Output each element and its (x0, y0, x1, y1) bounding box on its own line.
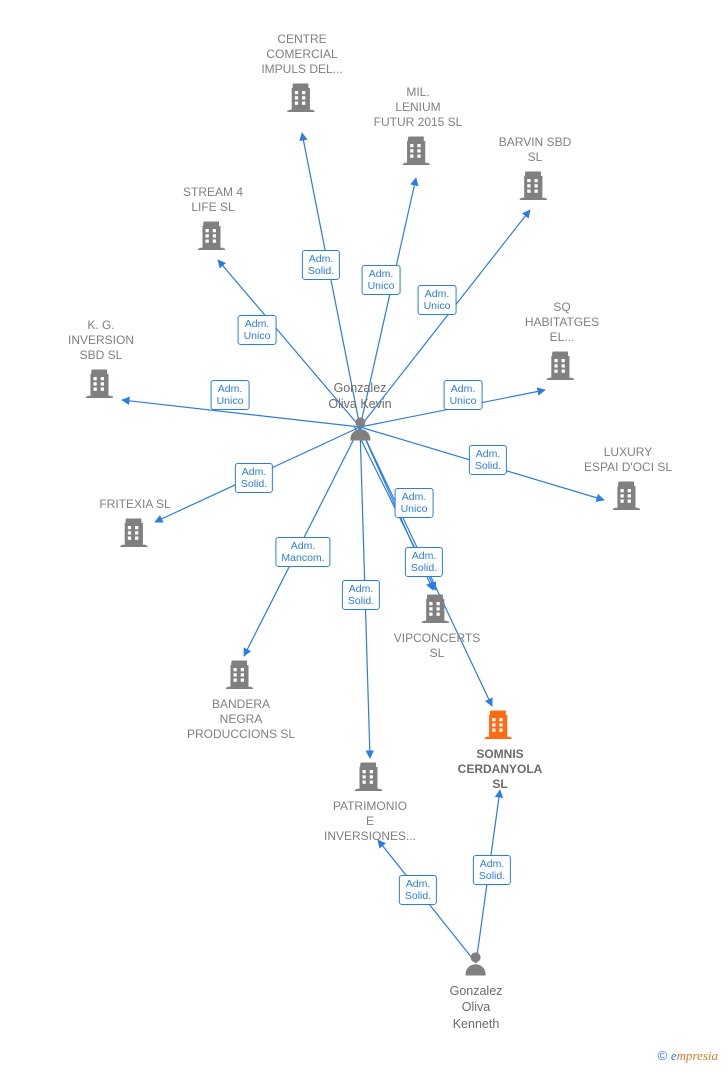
node-label: STREAM 4 LIFE SL (183, 185, 243, 215)
company-node-fritexia[interactable]: FRITEXIA SL (99, 497, 170, 555)
node-label: CENTRE COMERCIAL IMPULS DEL... (261, 32, 342, 77)
node-label: VIPCONCERTS SL (394, 631, 480, 661)
edge-label: Adm. Unico (362, 265, 401, 295)
building-icon (517, 167, 553, 203)
edge-label: Adm. Solid. (235, 463, 273, 493)
edge-label: Adm. Solid. (405, 547, 443, 577)
edge-line (360, 427, 492, 706)
edge-label: Adm. Unico (418, 285, 457, 315)
edge-line (378, 840, 476, 963)
node-label: LUXURY ESPAI D'OCI SL (584, 445, 672, 475)
company-node-mil[interactable]: MIL. LENIUM FUTUR 2015 SL (374, 85, 463, 173)
building-icon (117, 514, 153, 550)
brand-name: empresia (671, 1048, 718, 1063)
edge-line (360, 427, 433, 590)
building-icon (544, 347, 580, 383)
building-icon (419, 590, 455, 626)
company-node-kg[interactable]: K. G. INVERSION SBD SL (68, 318, 134, 406)
edge-line (244, 427, 360, 656)
company-node-vip[interactable]: VIPCONCERTS SL (394, 590, 480, 663)
node-label: BANDERA NEGRA PRODUCCIONS SL (187, 697, 295, 742)
edge-line (355, 427, 436, 590)
person-node-kenneth[interactable]: Gonzalez Oliva Kenneth (450, 948, 503, 1032)
person-icon (461, 948, 491, 978)
building-icon (400, 132, 436, 168)
node-label: K. G. INVERSION SBD SL (68, 318, 134, 363)
building-icon (83, 365, 119, 401)
edge-label: Adm. Unico (444, 380, 483, 410)
edge-label: Adm. Mancom. (275, 537, 330, 567)
company-node-somnis[interactable]: SOMNIS CERDANYOLA SL (458, 706, 543, 794)
node-label: SQ HABITATGES EL... (525, 300, 599, 345)
company-node-barvin[interactable]: BARVIN SBD SL (499, 135, 571, 208)
person-label: Gonzalez Oliva Kevin (328, 380, 391, 413)
node-label: SOMNIS CERDANYOLA SL (458, 747, 543, 792)
edge-label: Adm. Unico (211, 380, 250, 410)
building-icon (610, 477, 646, 513)
company-node-luxury[interactable]: LUXURY ESPAI D'OCI SL (584, 445, 672, 518)
edge-label: Adm. Unico (238, 315, 277, 345)
edge-label: Adm. Solid. (342, 580, 380, 610)
copyright: © empresia (658, 1048, 718, 1064)
edge-line (122, 400, 360, 427)
company-node-sq[interactable]: SQ HABITATGES EL... (525, 300, 599, 388)
person-icon (345, 413, 375, 443)
company-node-centre[interactable]: CENTRE COMERCIAL IMPULS DEL... (261, 32, 342, 120)
edge-label: Adm. Solid. (302, 250, 340, 280)
edge-label: Adm. Solid. (469, 445, 507, 475)
person-node-kevin[interactable]: Gonzalez Oliva Kevin (328, 380, 391, 448)
node-label: BARVIN SBD SL (499, 135, 571, 165)
edge-label: Adm. Unico (395, 488, 434, 518)
node-label: MIL. LENIUM FUTUR 2015 SL (374, 85, 463, 130)
person-label: Gonzalez Oliva Kenneth (450, 983, 503, 1032)
company-node-stream[interactable]: STREAM 4 LIFE SL (183, 185, 243, 258)
edge-label: Adm. Solid. (399, 875, 437, 905)
diagram-canvas: CENTRE COMERCIAL IMPULS DEL... MIL. LENI… (0, 0, 728, 1070)
building-icon (223, 656, 259, 692)
building-icon (352, 758, 388, 794)
edge-line (476, 790, 500, 963)
building-icon (284, 79, 320, 115)
node-label: FRITEXIA SL (99, 497, 170, 512)
copyright-symbol: © (658, 1048, 668, 1063)
building-icon (195, 217, 231, 253)
node-label: PATRIMONIO E INVERSIONES... (324, 799, 416, 844)
company-node-patrimonio[interactable]: PATRIMONIO E INVERSIONES... (324, 758, 416, 846)
company-node-bandera[interactable]: BANDERA NEGRA PRODUCCIONS SL (187, 656, 295, 744)
building-icon (482, 706, 518, 742)
edge-label: Adm. Solid. (473, 855, 511, 885)
edge-line (360, 427, 370, 758)
edge-line (360, 427, 604, 500)
